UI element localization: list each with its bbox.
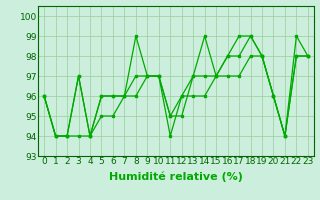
X-axis label: Humidité relative (%): Humidité relative (%): [109, 172, 243, 182]
